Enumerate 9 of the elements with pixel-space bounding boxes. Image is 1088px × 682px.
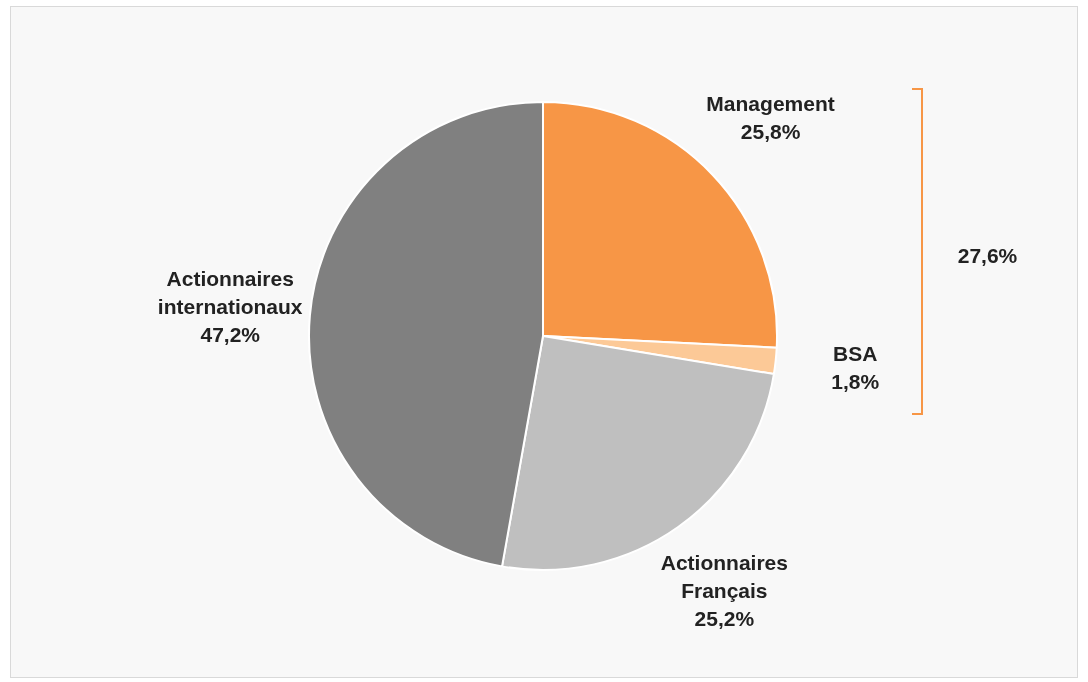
slice-label: Actionnaires internationaux [157, 267, 303, 319]
data-label: 25,8% [740, 120, 801, 144]
slice-label: Management [706, 92, 835, 116]
text: 27,6% [956, 244, 1019, 268]
data-label: 1,8% [831, 370, 880, 394]
slice-label: BSA [833, 342, 878, 366]
slice-label: Actionnaires Français [660, 551, 788, 603]
data-label: 25,2% [694, 607, 755, 631]
data-label: 47,2% [200, 323, 261, 347]
